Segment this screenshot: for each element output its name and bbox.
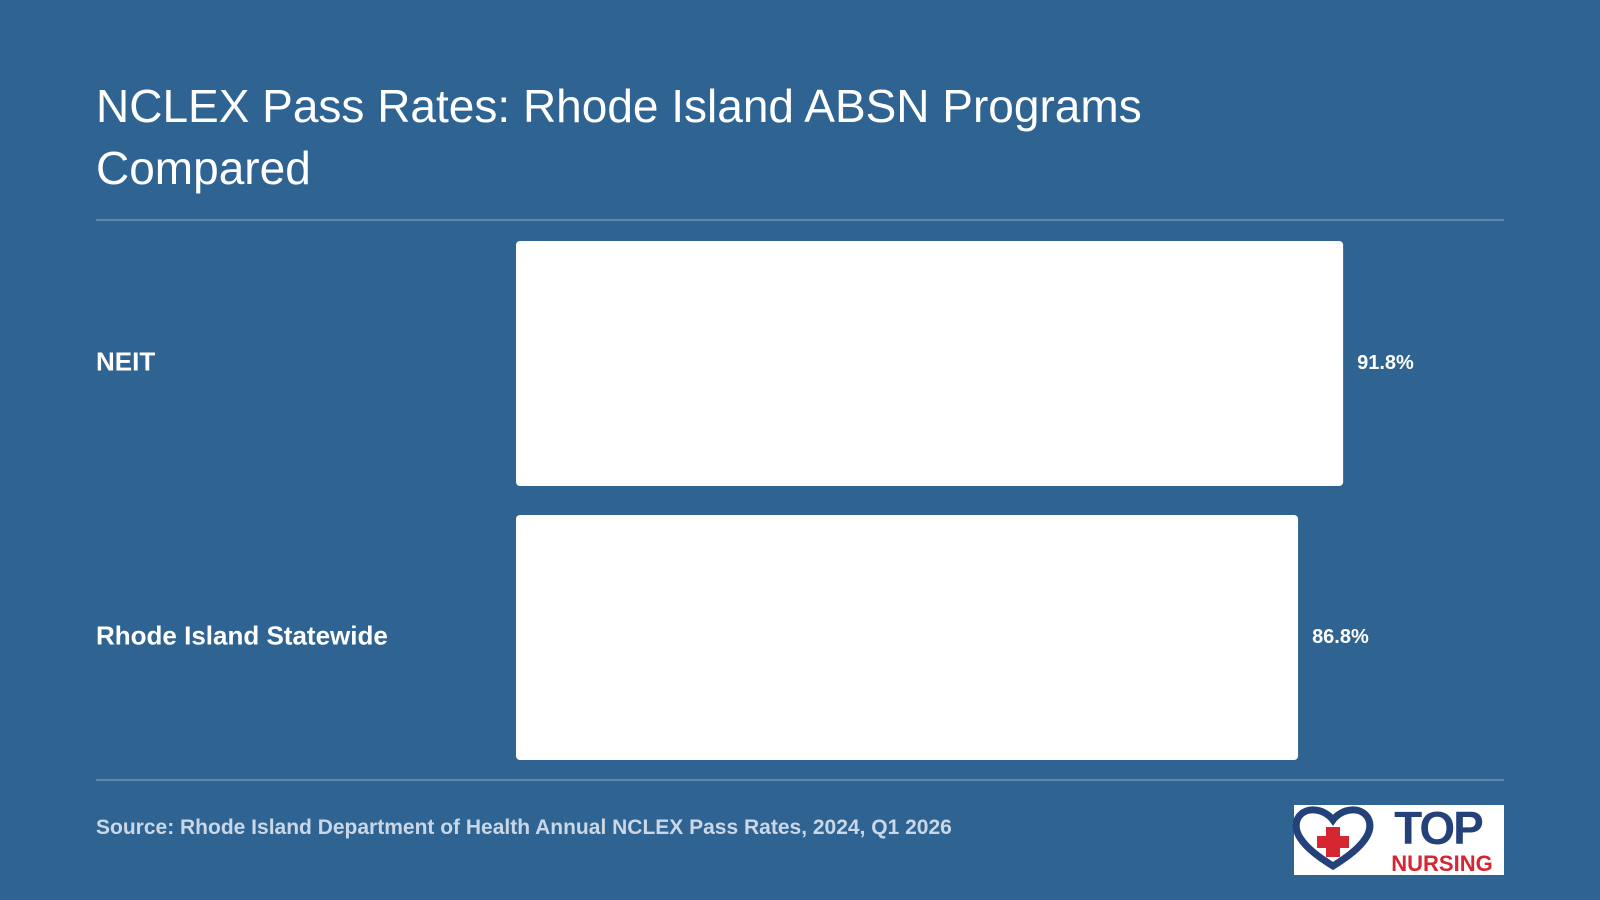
category-label: Rhode Island Statewide [96,620,388,650]
chart-title: NCLEX Pass Rates: Rhode Island ABSN Prog… [96,80,1142,194]
logo-text: NURSING [1391,851,1492,876]
bar [516,515,1299,760]
value-label: 86.8% [1312,626,1369,648]
logo-cross [1317,827,1349,857]
bar [516,241,1344,486]
logo: TOP NURSING [1292,802,1504,876]
logo-heart [1292,806,1374,871]
category-label: NEIT [96,346,155,376]
value-label: 91.8% [1357,352,1414,374]
logo-text: TOP [1394,802,1483,854]
source-note: Source: Rhode Island Department of Healt… [96,816,952,839]
